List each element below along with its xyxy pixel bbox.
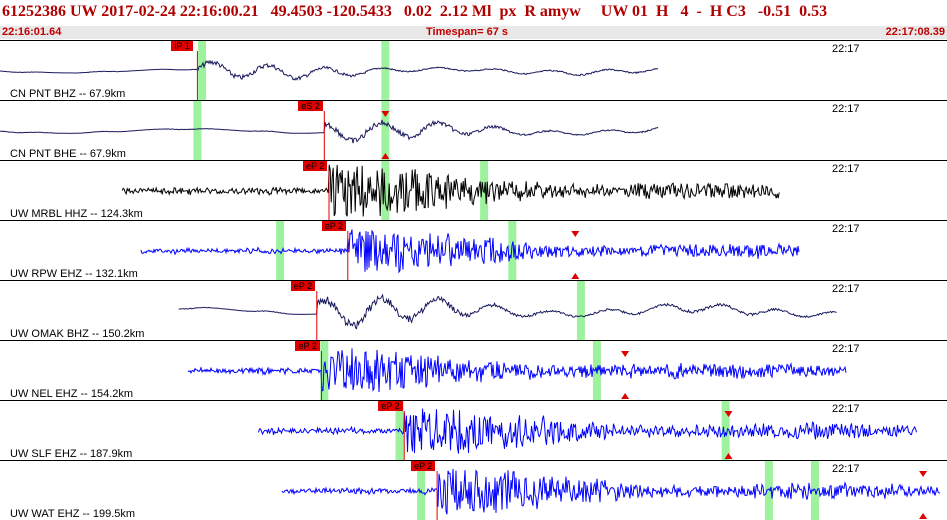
trace-panel[interactable]: eP 2 22:17 UW SLF EHZ -- 187.9km: [0, 400, 947, 460]
waveform-trace: [178, 293, 837, 330]
panel-time-label: 22:17: [832, 223, 860, 235]
waveform-trace: [140, 229, 800, 274]
window-marker[interactable]: [721, 401, 730, 460]
waveform-trace: [0, 119, 659, 144]
panel-time-label: 22:17: [832, 163, 860, 175]
panel-time-label: 22:17: [832, 283, 860, 295]
start-time: 22:16:01.64: [2, 26, 62, 38]
station-label: UW SLF EHZ -- 187.9km: [10, 448, 133, 460]
amplitude-marker-top[interactable]: [571, 231, 580, 237]
window-marker[interactable]: [576, 281, 585, 340]
amplitude-marker-bottom[interactable]: [381, 153, 390, 159]
pick-flag[interactable]: eP 2: [303, 161, 328, 171]
station-label: CN PNT BHZ -- 67.9km: [10, 88, 126, 100]
station-label: UW NEL EHZ -- 154.2km: [10, 388, 134, 400]
window-marker[interactable]: [381, 101, 390, 160]
waveform-trace: [121, 164, 780, 217]
trace-canvas[interactable]: [0, 401, 947, 460]
pick-flag[interactable]: iP 1: [171, 41, 193, 51]
trace-panel[interactable]: eP 2 22:17 UW WAT EHZ -- 199.5km: [0, 460, 947, 520]
window-marker[interactable]: [508, 221, 517, 280]
panel-time-label: 22:17: [832, 103, 860, 115]
pick-flag[interactable]: eP 2: [378, 401, 403, 411]
waveform-trace: [0, 59, 659, 81]
seismogram-panels[interactable]: iP 1 22:17 CN PNT BHZ -- 67.9km eS 2 22:17 CN…: [0, 40, 947, 520]
station-label: UW MRBL HHZ -- 124.3km: [10, 208, 143, 220]
trace-canvas[interactable]: [0, 341, 947, 400]
trace-panel[interactable]: eS 2 22:17 CN PNT BHE -- 67.9km: [0, 100, 947, 160]
station-label: UW RPW EHZ -- 132.1km: [10, 268, 138, 280]
trace-canvas[interactable]: [0, 461, 947, 520]
amplitude-marker-bottom[interactable]: [621, 393, 630, 399]
time-bar: 22:16:01.64 Timespan= 67 s 22:17:08.39: [0, 26, 947, 39]
panel-time-label: 22:17: [832, 403, 860, 415]
waveform-trace: [281, 468, 941, 515]
window-marker[interactable]: [381, 161, 390, 220]
trace-panel[interactable]: eP 2 22:17 UW RPW EHZ -- 132.1km: [0, 220, 947, 280]
trace-canvas[interactable]: [0, 41, 947, 100]
window-marker[interactable]: [193, 101, 202, 160]
window-marker[interactable]: [198, 41, 207, 100]
amplitude-marker-bottom[interactable]: [919, 513, 928, 519]
amplitude-marker-bottom[interactable]: [571, 273, 580, 279]
window-marker[interactable]: [395, 401, 404, 460]
trace-panel[interactable]: eP 2 22:17 UW NEL EHZ -- 154.2km: [0, 340, 947, 400]
window-marker[interactable]: [276, 221, 285, 280]
header-bar: 61252386 UW 2017-02-24 22:16:00.21 49.45…: [0, 0, 947, 40]
amplitude-marker-top[interactable]: [919, 471, 928, 477]
amplitude-marker-bottom[interactable]: [724, 453, 733, 459]
pick-flag[interactable]: eP 2: [295, 341, 320, 351]
waveform-trace: [187, 348, 847, 393]
window-marker[interactable]: [764, 461, 773, 520]
waveform-trace: [258, 408, 917, 454]
trace-panel[interactable]: eP 2 22:17 UW OMAK BHZ -- 150.2km: [0, 280, 947, 340]
event-title: 61252386 UW 2017-02-24 22:16:00.21 49.45…: [2, 3, 828, 20]
pick-flag[interactable]: eP 2: [321, 221, 347, 231]
window-marker[interactable]: [381, 41, 390, 100]
station-label: UW WAT EHZ -- 199.5km: [10, 508, 136, 520]
amplitude-marker-top[interactable]: [381, 111, 390, 117]
trace-canvas[interactable]: [0, 281, 947, 340]
panel-time-label: 22:17: [832, 43, 860, 55]
trace-panel[interactable]: iP 1 22:17 CN PNT BHZ -- 67.9km: [0, 40, 947, 100]
end-time: 22:17:08.39: [885, 26, 945, 38]
station-label: CN PNT BHE -- 67.9km: [10, 148, 126, 160]
trace-canvas[interactable]: [0, 221, 947, 280]
panel-time-label: 22:17: [832, 463, 860, 475]
pick-flag[interactable]: eP 2: [290, 281, 316, 291]
pick-flag[interactable]: eP 2: [411, 461, 436, 471]
amplitude-marker-top[interactable]: [724, 411, 733, 417]
amplitude-marker-top[interactable]: [621, 351, 630, 357]
trace-canvas[interactable]: [0, 161, 947, 220]
panel-time-label: 22:17: [832, 343, 860, 355]
pick-flag[interactable]: eS 2: [298, 101, 323, 111]
station-label: UW OMAK BHZ -- 150.2km: [10, 328, 145, 340]
trace-panel[interactable]: eP 2 22:17 UW MRBL HHZ -- 124.3km: [0, 160, 947, 220]
timespan-label: Timespan= 67 s: [426, 26, 509, 38]
trace-canvas[interactable]: [0, 101, 947, 160]
